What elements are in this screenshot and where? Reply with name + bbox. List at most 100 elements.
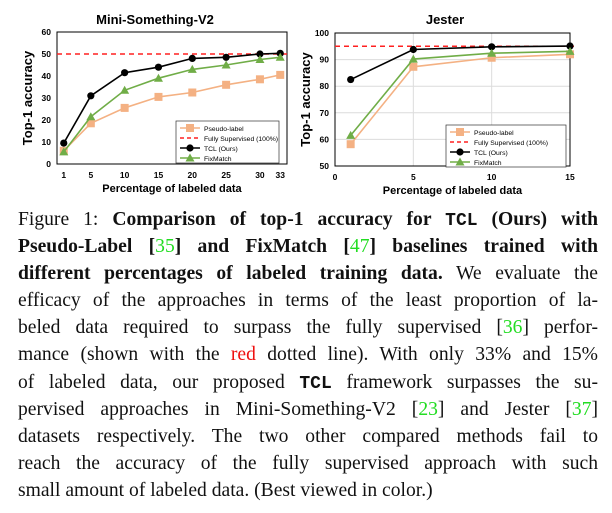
y-tick-label: 60 bbox=[42, 27, 52, 37]
caption-text: pervised approaches in Mini-Something-V2… bbox=[18, 398, 419, 420]
x-tick-label: 5 bbox=[411, 172, 416, 182]
data-point bbox=[409, 45, 417, 54]
data-point bbox=[188, 54, 196, 63]
caption-text: dotted line). With only 33% and 15% bbox=[255, 344, 598, 366]
data-point bbox=[487, 48, 497, 57]
y-tick-label: 30 bbox=[42, 93, 52, 103]
data-point bbox=[255, 75, 264, 84]
citation-link[interactable]: 37 bbox=[571, 398, 592, 420]
legend-marker bbox=[186, 124, 194, 132]
plot-area bbox=[56, 31, 288, 165]
caption-line: reach the accuracy of the fully supervis… bbox=[18, 450, 598, 477]
x-tick-label: 15 bbox=[154, 170, 164, 180]
caption-text: Figure 1: bbox=[18, 209, 113, 230]
legend-marker bbox=[185, 153, 195, 162]
chart-title: Mini-Something-V2 bbox=[96, 12, 214, 27]
caption-text: TCL bbox=[299, 373, 332, 394]
caption-text: mance (shown with the bbox=[18, 344, 231, 366]
series-line-tcl-ours- bbox=[63, 52, 281, 144]
caption-text: Comparison of top-1 accuracy for bbox=[112, 209, 446, 230]
y-tick-label: 40 bbox=[42, 71, 52, 81]
data-point bbox=[346, 140, 355, 149]
caption-line: efficacy of the approaches in terms of t… bbox=[18, 287, 598, 314]
data-point bbox=[154, 92, 163, 101]
data-point bbox=[256, 50, 264, 58]
legend-label: Pseudo-label bbox=[474, 130, 514, 137]
x-tick-label: 20 bbox=[188, 170, 198, 180]
data-point bbox=[121, 69, 129, 77]
caption-text: framework surpasses the su- bbox=[331, 371, 598, 393]
data-point bbox=[188, 88, 197, 97]
y-tick-label: 20 bbox=[42, 115, 52, 125]
data-point bbox=[408, 54, 418, 63]
legend-marker bbox=[455, 157, 465, 166]
legend-label: Fully Supervised (100%) bbox=[204, 136, 278, 143]
citation-link[interactable]: 36 bbox=[502, 317, 523, 339]
chart-title: Jester bbox=[426, 12, 464, 27]
x-tick-label: 5 bbox=[88, 170, 93, 180]
y-tick-label: 70 bbox=[320, 108, 330, 118]
series-line-fixmatch bbox=[63, 56, 281, 153]
data-point bbox=[187, 64, 197, 73]
legend-marker bbox=[186, 144, 194, 152]
y-tick-label: 50 bbox=[320, 161, 330, 171]
x-tick-label: 15 bbox=[565, 172, 575, 182]
data-point bbox=[222, 53, 230, 61]
data-point bbox=[153, 73, 163, 82]
caption-text: ] bbox=[591, 398, 599, 420]
caption-text: small amount of labeled data. (Best view… bbox=[18, 479, 433, 501]
caption-text: Pseudo-Label [ bbox=[18, 236, 156, 258]
y-tick-label: 60 bbox=[320, 134, 330, 144]
data-point bbox=[221, 60, 231, 69]
data-point bbox=[488, 43, 496, 51]
data-point bbox=[222, 80, 231, 89]
data-point bbox=[60, 139, 68, 147]
x-tick-label: 33 bbox=[276, 170, 286, 180]
data-point bbox=[276, 70, 285, 79]
caption-text: (Ours) with bbox=[477, 209, 599, 230]
caption-text: We evaluate the bbox=[442, 263, 598, 285]
caption-line: of labeled data, our proposed TCL framew… bbox=[18, 369, 598, 396]
data-point bbox=[566, 42, 574, 50]
caption-line: Figure 1: Comparison of top-1 accuracy f… bbox=[18, 206, 598, 233]
x-tick-label: 10 bbox=[120, 170, 130, 180]
x-tick-label: 1 bbox=[61, 170, 66, 180]
citation-link[interactable]: 35 bbox=[155, 236, 175, 258]
legend-label: TCL (Ours) bbox=[204, 146, 238, 153]
legend-label: FixMatch bbox=[474, 160, 502, 167]
legend-label: Pseudo-label bbox=[204, 126, 244, 133]
data-point bbox=[347, 75, 355, 84]
y-axis-label: Top-1 accuracy bbox=[300, 52, 313, 147]
x-tick-label: 30 bbox=[255, 170, 265, 180]
data-point bbox=[255, 55, 265, 63]
x-tick-label: 0 bbox=[333, 172, 338, 182]
data-point bbox=[275, 52, 285, 61]
caption-text: ] baselines trained with bbox=[369, 236, 598, 258]
y-tick-label: 90 bbox=[320, 55, 330, 65]
caption-text: red bbox=[230, 344, 256, 366]
data-point bbox=[120, 103, 129, 112]
caption-line: beled data required to surpass the fully… bbox=[18, 314, 598, 341]
caption-line: different percentages of labeled trainin… bbox=[18, 260, 598, 287]
x-axis-label: Percentage of labeled data bbox=[383, 185, 523, 197]
caption-line: Pseudo-Label [35] and FixMatch [47] base… bbox=[18, 233, 598, 260]
x-tick-label: 10 bbox=[487, 172, 497, 182]
legend-label: TCL (Ours) bbox=[474, 150, 508, 157]
caption-text: ] and FixMatch [ bbox=[174, 236, 350, 258]
y-tick-label: 100 bbox=[315, 28, 329, 38]
series-line-pseudo-label bbox=[350, 53, 571, 145]
caption-text: ] and Jester [ bbox=[437, 398, 572, 420]
legend-label: FixMatch bbox=[204, 156, 232, 163]
citation-link[interactable]: 47 bbox=[349, 236, 370, 258]
figure-caption: Figure 1: Comparison of top-1 accuracy f… bbox=[18, 206, 598, 504]
chart-jester: Jester 50 60 70 80 90 100 0 5 10 15 Percentage of l… bbox=[300, 12, 575, 197]
caption-text: TCL bbox=[445, 211, 478, 231]
data-point bbox=[154, 63, 163, 71]
citation-link[interactable]: 23 bbox=[418, 398, 438, 420]
caption-text: ] perfor- bbox=[522, 317, 598, 339]
caption-line: small amount of labeled data. (Best view… bbox=[18, 477, 598, 504]
y-tick-label: 50 bbox=[42, 49, 52, 59]
data-point bbox=[346, 130, 356, 139]
data-point bbox=[59, 147, 69, 156]
